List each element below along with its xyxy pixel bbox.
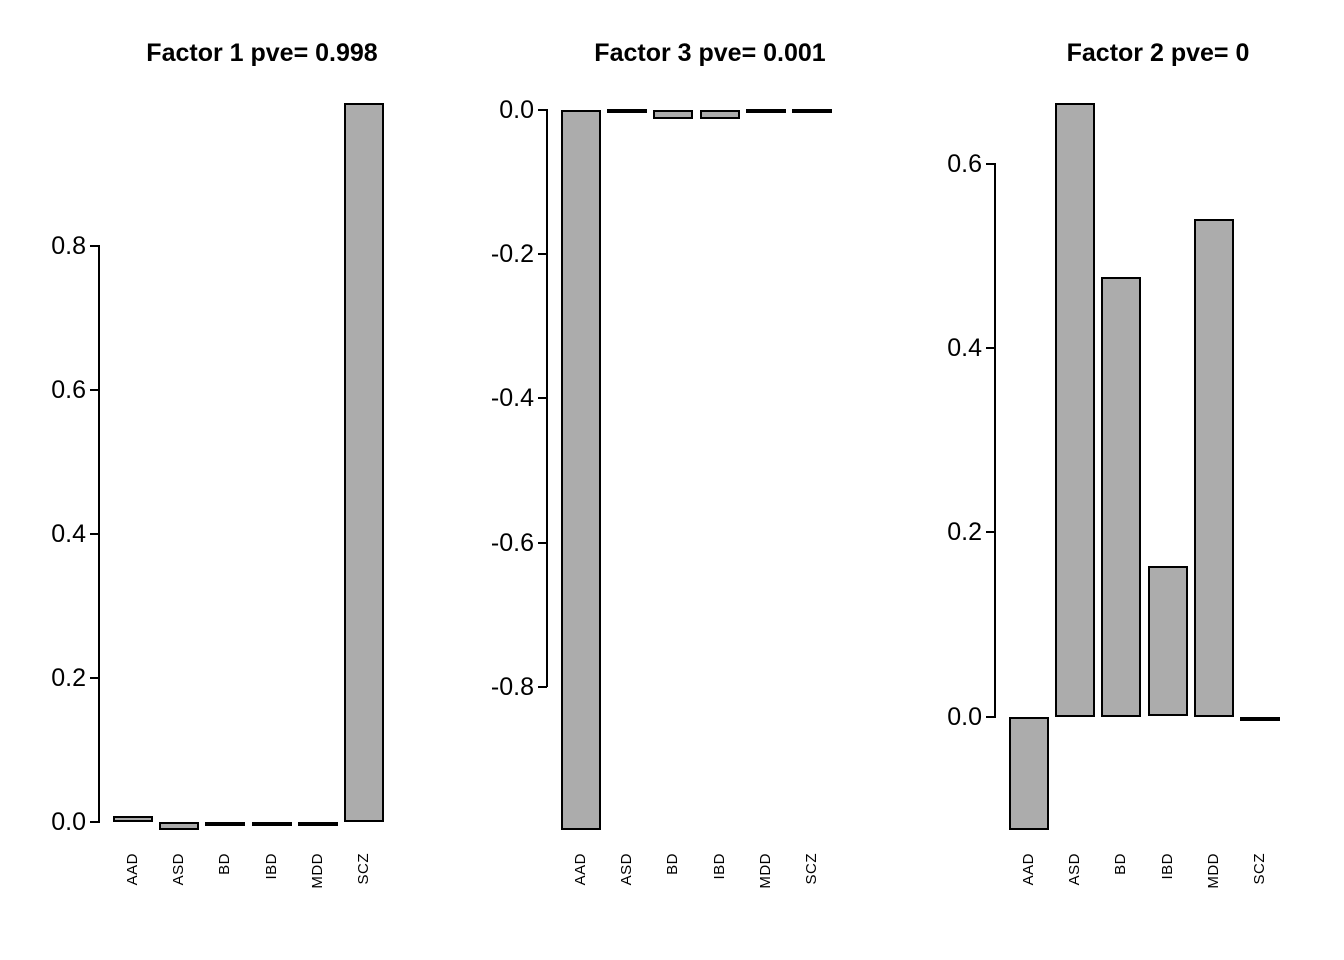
bar-asd [1055,103,1095,717]
y-axis-tick-label: 0.6 [51,376,86,404]
x-axis-label-aad: AAD [124,853,141,886]
x-axis-label-mdd: MDD [309,853,326,889]
x-axis-label-ibd: IBD [1159,853,1176,880]
y-axis-tick [538,542,547,544]
y-axis-tick-label: 0.2 [947,518,982,546]
plot-area: 0.0 -0.2 -0.4 -0.6 -0.8 AAD ASD BD IBD MDD SCZ [448,0,896,960]
x-axis-label-scz: SCZ [1251,853,1268,885]
y-axis-tick [90,245,99,247]
bar-bd [1101,277,1141,717]
x-axis-label-ibd: IBD [711,853,728,880]
x-axis-label-scz: SCZ [355,853,372,885]
y-axis-tick-label: 0.6 [947,150,982,178]
chart-panel-factor-1: Factor 1 pve= 0.998 0.0 0.2 0.4 0.6 0.8 AAD AS… [0,0,448,960]
x-axis-label-ibd: IBD [263,853,280,880]
y-axis-tick-label: -0.4 [490,384,534,412]
x-axis-label-bd: BD [1112,853,1129,875]
y-axis-tick-label: 0.4 [947,334,982,362]
x-axis-label-scz: SCZ [803,853,820,885]
x-axis-label-aad: AAD [572,853,589,886]
plot-area: 0.0 0.2 0.4 0.6 AAD ASD BD IBD MDD SCZ [896,0,1344,960]
y-axis-tick [90,389,99,391]
bar-asd [159,822,199,830]
y-axis-tick-label: 0.0 [947,703,982,731]
y-axis-line [546,109,548,687]
bar-scz [344,103,384,822]
bar-mdd [746,109,786,113]
bar-scz [792,109,832,113]
y-axis-tick [538,253,547,255]
x-axis-label-asd: ASD [618,853,635,886]
y-axis-tick [538,397,547,399]
bar-ibd [1148,566,1188,716]
bar-aad [1009,717,1049,830]
bar-ibd [252,822,292,826]
y-axis-tick [986,531,995,533]
chart-title: Factor 1 pve= 0.998 [146,39,378,67]
bar-bd [653,110,693,119]
x-axis-label-bd: BD [664,853,681,875]
y-axis-tick-label: 0.0 [499,96,534,124]
chart-panel-factor-2: Factor 2 pve= 0 0.0 0.2 0.4 0.6 AAD ASD BD IBD M… [896,0,1344,960]
y-axis-line [98,245,100,823]
y-axis-tick-label: 0.4 [51,520,86,548]
y-axis-tick [538,109,547,111]
x-axis-label-asd: ASD [1066,853,1083,886]
y-axis-tick [90,677,99,679]
bar-asd [607,109,647,113]
x-axis-label-mdd: MDD [1205,853,1222,889]
y-axis-tick-label: -0.2 [490,240,534,268]
x-axis-label-aad: AAD [1020,853,1037,886]
x-axis-label-asd: ASD [170,853,187,886]
y-axis-tick [90,821,99,823]
bar-aad [561,110,601,830]
x-axis-label-mdd: MDD [757,853,774,889]
y-axis-tick-label: 0.8 [51,232,86,260]
bar-mdd [1194,219,1234,717]
y-axis-tick [538,686,547,688]
bar-mdd [298,822,338,826]
y-axis-tick-label: 0.2 [51,664,86,692]
bar-scz [1240,717,1280,721]
y-axis-tick-label: -0.6 [490,529,534,557]
y-axis-line [994,163,996,718]
bar-aad [113,816,153,822]
bar-bd [205,822,245,826]
chart-title: Factor 3 pve= 0.001 [594,39,826,67]
y-axis-tick [986,716,995,718]
bar-ibd [700,110,740,119]
y-axis-tick [986,347,995,349]
x-axis-label-bd: BD [216,853,233,875]
y-axis-tick-label: -0.8 [490,673,534,701]
plot-area: 0.0 0.2 0.4 0.6 0.8 AAD ASD BD IBD MDD SCZ [0,0,448,960]
y-axis-tick [90,533,99,535]
chart-panel-factor-3: Factor 3 pve= 0.001 0.0 -0.2 -0.4 -0.6 -0.8 A… [448,0,896,960]
y-axis-tick [986,163,995,165]
y-axis-tick-label: 0.0 [51,808,86,836]
chart-title: Factor 2 pve= 0 [1066,39,1250,67]
